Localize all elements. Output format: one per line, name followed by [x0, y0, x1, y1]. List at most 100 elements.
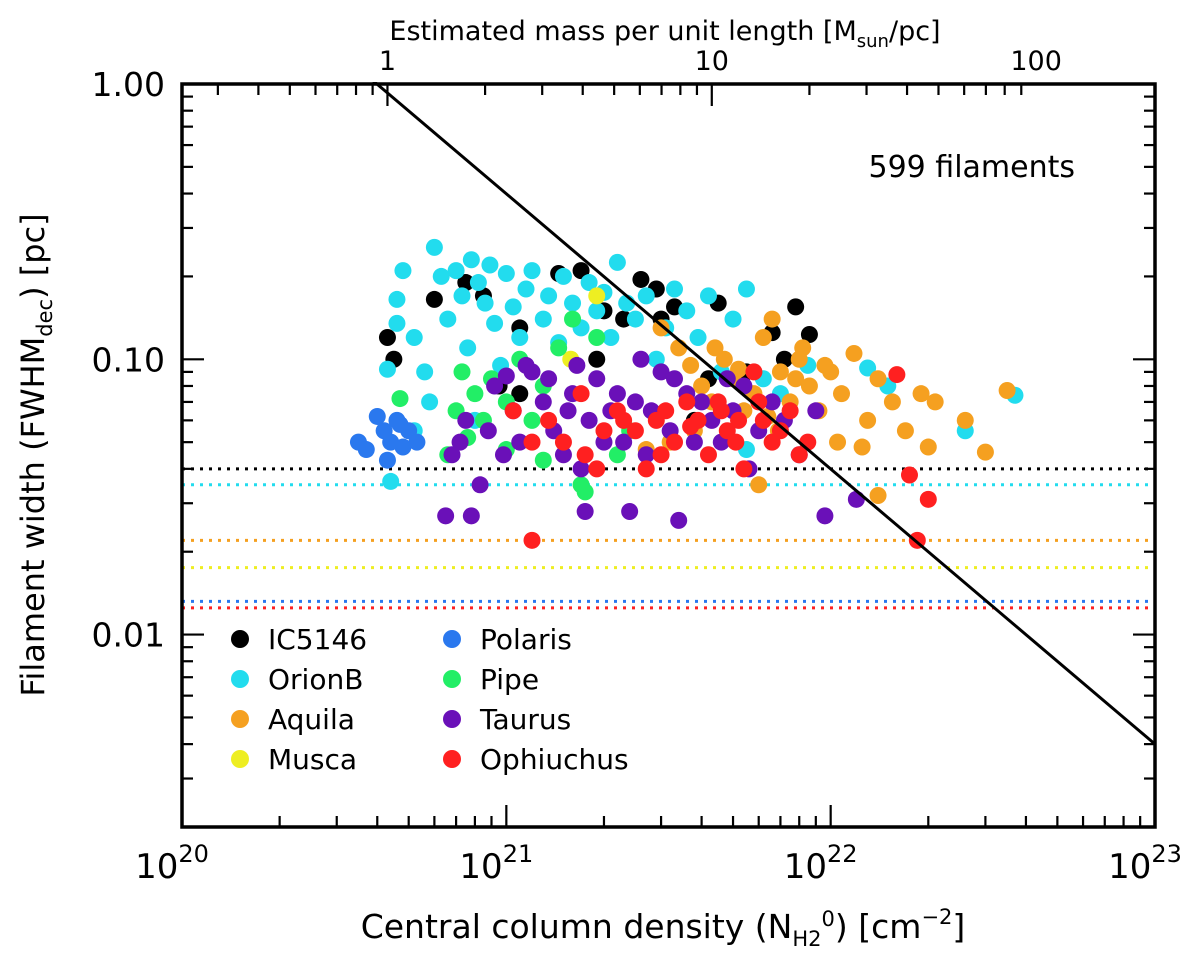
data-point	[869, 370, 887, 388]
data-point	[391, 415, 409, 433]
data-point	[787, 370, 805, 388]
legend-marker	[443, 630, 461, 648]
data-point	[432, 267, 450, 285]
data-point	[637, 446, 655, 464]
top-tick-label: 1	[379, 46, 396, 77]
data-point	[800, 377, 818, 395]
data-point	[534, 393, 552, 411]
data-point	[652, 319, 670, 337]
data-point	[378, 328, 396, 346]
data-point	[754, 328, 772, 346]
data-point	[486, 377, 504, 395]
data-point	[421, 393, 439, 411]
data-point	[494, 446, 512, 464]
legend-marker	[231, 670, 249, 688]
data-point	[900, 466, 918, 484]
data-point	[666, 280, 684, 298]
legend-marker	[231, 750, 249, 768]
data-point	[657, 402, 675, 420]
data-point	[534, 451, 552, 469]
data-points-layer	[349, 238, 1024, 549]
data-point	[511, 328, 529, 346]
data-point	[476, 294, 494, 312]
x-tick-label: 1020	[135, 840, 209, 887]
reference-lines-layer	[182, 467, 1155, 610]
data-point	[919, 438, 937, 456]
legend-label: Taurus	[479, 703, 571, 736]
data-point	[666, 433, 684, 451]
data-point	[550, 339, 568, 357]
data-point	[462, 507, 480, 525]
data-point	[416, 363, 434, 381]
data-point	[896, 422, 914, 440]
data-point	[750, 476, 768, 494]
series-polaris	[349, 407, 426, 469]
top-axis-title: Estimated mass per unit length [Msun/pc]	[389, 16, 940, 52]
data-point	[462, 251, 480, 269]
data-point	[998, 382, 1016, 400]
data-point	[391, 390, 409, 408]
data-point	[685, 433, 703, 451]
data-point	[517, 356, 535, 374]
data-point	[800, 326, 818, 344]
data-point	[469, 274, 487, 292]
legend-marker	[231, 710, 249, 728]
data-point	[608, 446, 626, 464]
data-point	[572, 385, 590, 403]
plot-frame	[180, 82, 1157, 829]
data-point	[405, 328, 423, 346]
data-point	[437, 507, 455, 525]
data-point	[523, 411, 541, 429]
legend-label: Ophiuchus	[480, 743, 629, 776]
data-point	[976, 443, 994, 461]
data-point	[771, 422, 789, 440]
data-point	[926, 393, 944, 411]
data-point	[511, 385, 529, 403]
data-point	[554, 446, 572, 464]
data-point	[626, 310, 644, 328]
data-point	[847, 490, 865, 508]
data-point	[572, 262, 590, 280]
data-point	[727, 433, 745, 451]
data-point	[595, 422, 613, 440]
data-point	[853, 438, 871, 456]
data-point	[394, 262, 412, 280]
data-point	[481, 256, 499, 274]
data-point	[523, 262, 541, 280]
data-point	[666, 370, 684, 388]
data-point	[572, 460, 590, 478]
data-point	[763, 310, 781, 328]
data-point	[517, 280, 535, 298]
data-point	[912, 385, 930, 403]
legend-label: Musca	[268, 743, 357, 776]
data-point	[425, 238, 443, 256]
data-point	[453, 287, 471, 305]
x-tick-label: 1021	[459, 840, 533, 887]
data-point	[540, 411, 558, 429]
y-tick-label: 0.10	[92, 340, 165, 379]
data-point	[451, 433, 469, 451]
data-point	[523, 531, 541, 549]
data-point	[706, 339, 724, 357]
data-point	[457, 411, 475, 429]
data-point	[712, 402, 730, 420]
data-point	[754, 411, 772, 429]
data-point	[523, 433, 541, 451]
legend-item-musca: Musca	[231, 743, 357, 776]
legend-item-taurus: Taurus	[443, 703, 571, 736]
data-point	[479, 422, 497, 440]
data-point	[615, 310, 633, 328]
data-point	[699, 446, 717, 464]
data-point	[368, 407, 386, 425]
legend-label: IC5146	[268, 623, 367, 656]
data-point	[608, 253, 626, 271]
legend-label: Aquila	[268, 703, 355, 736]
data-point	[699, 287, 717, 305]
data-point	[730, 411, 748, 429]
data-point	[816, 507, 834, 525]
data-point	[564, 310, 582, 328]
data-point	[888, 366, 906, 384]
data-point	[794, 339, 812, 357]
data-point	[608, 385, 626, 403]
critical-mass-line	[369, 77, 1156, 746]
